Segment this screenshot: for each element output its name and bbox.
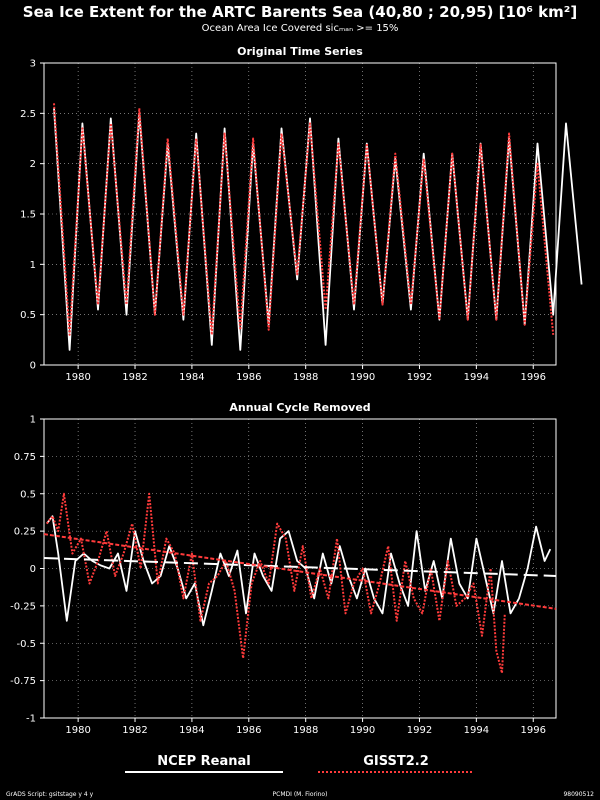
x-tick-label: 1990 <box>350 725 375 736</box>
panel-title-anomaly: Annual Cycle Removed <box>229 401 370 414</box>
y-tick-label: 0 <box>30 564 36 575</box>
y-tick-label: 0.5 <box>20 310 36 321</box>
x-tick-label: 1980 <box>65 725 90 736</box>
x-tick-label: 1990 <box>350 372 375 383</box>
y-tick-label: 2 <box>30 159 36 170</box>
y-tick-label: -0.75 <box>10 676 36 687</box>
series-line-gisst <box>46 492 506 675</box>
y-tick-label: -0.25 <box>10 601 36 612</box>
y-tick-label: 0.25 <box>14 527 36 538</box>
series-line-gisst <box>53 103 555 336</box>
trend-line-ncep <box>43 557 557 577</box>
series-line-ncep <box>46 515 552 627</box>
x-tick-label: 1996 <box>521 725 546 736</box>
figure-title: Sea Ice Extent for the ARTC Barents Sea … <box>23 3 577 21</box>
y-tick-label: 0.5 <box>20 489 36 500</box>
x-tick-label: 1980 <box>65 372 90 383</box>
x-tick-label: 1986 <box>236 725 261 736</box>
footer-left: GrADS Script: gsitstage y 4 y <box>6 791 94 798</box>
x-tick-label: 1992 <box>407 725 432 736</box>
y-tick-label: -0.5 <box>16 639 36 650</box>
x-tick-label: 1984 <box>179 725 204 736</box>
x-tick-label: 1988 <box>293 725 318 736</box>
y-tick-label: 1 <box>30 260 36 271</box>
y-tick-label: 0.75 <box>14 452 36 463</box>
y-tick-label: -1 <box>26 714 36 725</box>
x-tick-label: 1988 <box>293 372 318 383</box>
x-tick-label: 1994 <box>464 372 489 383</box>
legend-label-ncep: NCEP Reanal <box>157 754 250 769</box>
panel-original-time-series: Original Time Series 0 0.5 1 1.5 2 2.5 3 1980 19… <box>20 45 583 383</box>
figure-subtitle: Ocean Area Ice Covered sicₘₐₙ >= 15% <box>202 23 399 34</box>
footer-right: 98090512 <box>563 791 594 798</box>
legend: NCEP Reanal GISST2.2 <box>125 754 474 773</box>
y-tick-label: 0 <box>30 361 36 372</box>
plot-frame <box>43 418 557 719</box>
y-tick-label: 3 <box>30 59 36 70</box>
plot-frame <box>43 62 557 366</box>
x-tick-label: 1982 <box>122 372 147 383</box>
y-tick-label: 2.5 <box>20 109 36 120</box>
x-tick-label: 1996 <box>521 372 546 383</box>
x-tick-label: 1994 <box>464 725 489 736</box>
y-tick-label: 1.5 <box>20 210 36 221</box>
x-tick-label: 1982 <box>122 725 147 736</box>
x-tick-label: 1986 <box>236 372 261 383</box>
footer: GrADS Script: gsitstage y 4 y PCMDI (M. … <box>6 791 594 798</box>
x-tick-label: 1984 <box>179 372 204 383</box>
y-tick-label: 1 <box>30 415 36 426</box>
panel-title-original: Original Time Series <box>237 45 363 58</box>
x-tick-label: 1992 <box>407 372 432 383</box>
legend-label-gisst: GISST2.2 <box>363 754 429 769</box>
trend-line-gisst <box>43 533 557 610</box>
panel-annual-cycle-removed: Annual Cycle Removed -1 -0.75 -0.5 -0.25 0 0.… <box>10 401 557 736</box>
footer-center: PCMDI (M. Fiorino) <box>273 791 328 798</box>
